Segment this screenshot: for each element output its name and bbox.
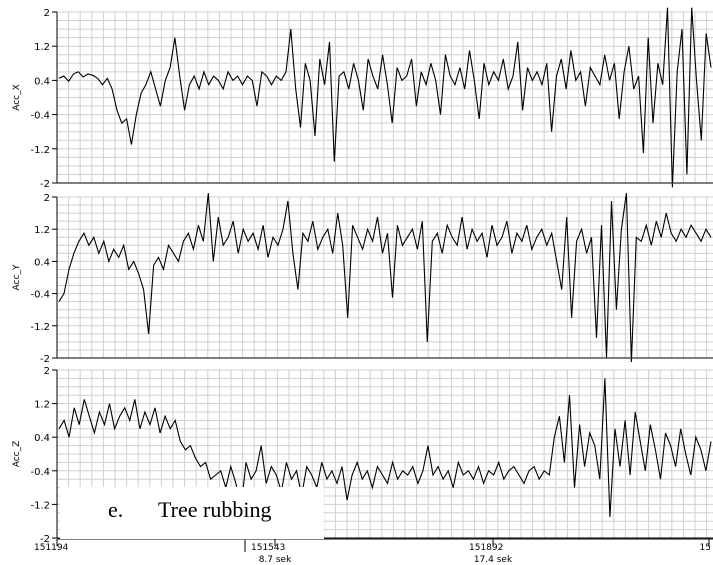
y-tick-label: 2 [44, 366, 50, 377]
time-label: 17.4 sek [474, 555, 513, 565]
x-tick-label: 15 [700, 543, 711, 553]
x-axis: 151194 151543 151892 15 8.7 sek 17.4 sek [34, 538, 713, 565]
panel-acc-x: 2 1.2 0.4 -0.4 -1.2 -2 Acc_X [12, 7, 713, 190]
y-tick-label: 2 [44, 193, 50, 204]
y-tick-label: 2 [44, 8, 50, 19]
y-tick-label: 1.2 [34, 400, 50, 411]
y-tick-label: -1.2 [30, 500, 50, 511]
signal-trace [58, 192, 712, 363]
y-axis-label: Acc_X [12, 84, 22, 111]
x-tick-label: 151543 [251, 543, 285, 553]
y-tick-label: -1.2 [30, 145, 50, 156]
x-tick-label: 151892 [469, 543, 503, 553]
y-axis-label: Acc_Z [12, 441, 22, 468]
y-tick-label: 1.2 [34, 225, 50, 236]
time-label: 8.7 sek [259, 555, 292, 565]
y-axis-label: Acc_Y [12, 264, 22, 290]
panel-acc-y: 2 1.2 0.4 -0.4 -1.2 -2 Acc_Y [12, 192, 713, 365]
y-tick-label: -2 [40, 354, 50, 365]
y-tick-label: 0.4 [34, 257, 50, 268]
signal-trace [58, 378, 712, 518]
y-tick-label: 1.2 [34, 42, 50, 53]
y-tick-label: 0.4 [34, 76, 50, 87]
y-tick-label: -0.4 [30, 467, 50, 478]
figure-caption: e. Tree rubbing [60, 487, 324, 539]
caption-letter: e. [108, 497, 124, 522]
y-tick-label: -1.2 [30, 322, 50, 333]
y-tick-label: -0.4 [30, 111, 50, 122]
y-tick-label: -0.4 [30, 290, 50, 301]
y-tick-label: -2 [40, 534, 50, 545]
y-tick-label: -2 [40, 179, 50, 190]
caption-text: Tree rubbing [158, 497, 272, 522]
signal-trace [58, 7, 712, 188]
x-tick-label: 151194 [34, 543, 69, 553]
y-tick-label: 0.4 [34, 433, 50, 444]
